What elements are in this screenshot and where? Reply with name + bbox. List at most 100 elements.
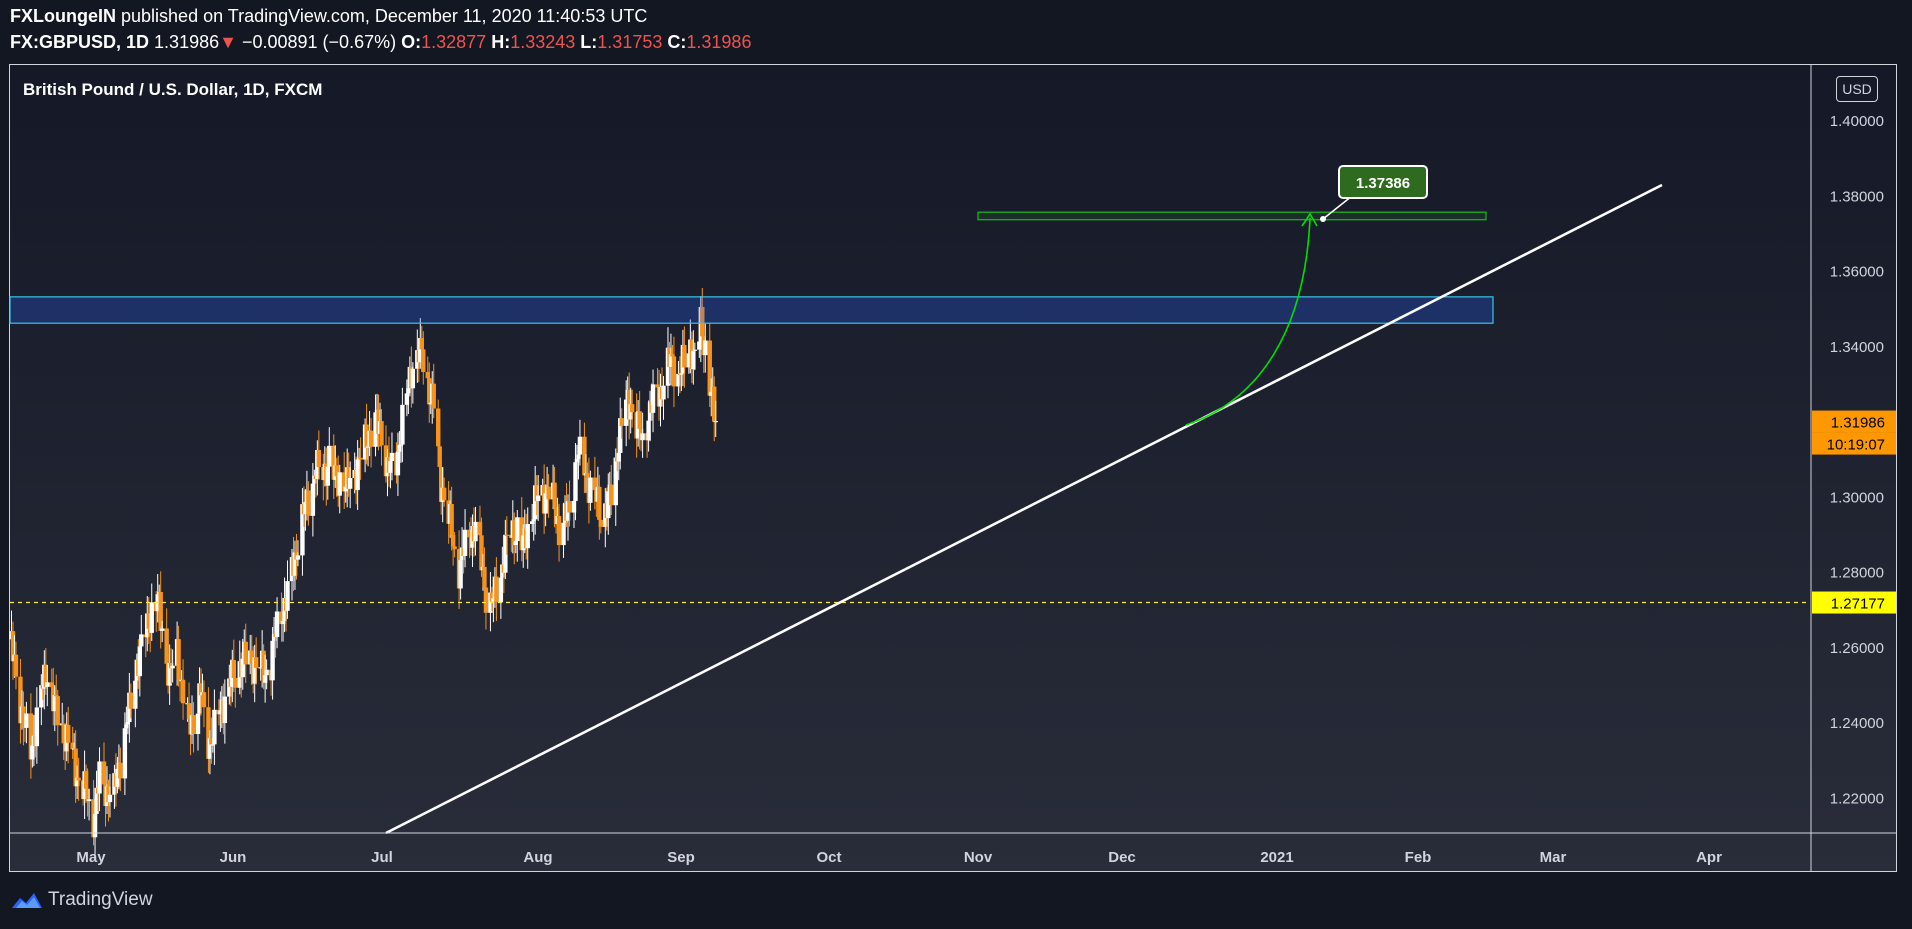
candle-body [92,813,98,838]
candle-body [404,393,410,405]
candle-body [661,385,666,400]
candle-body [646,420,651,441]
countdown-text: 10:19:07 [1827,437,1885,454]
resistance-zone[interactable] [9,296,1494,324]
y-tick-label: 1.30000 [1830,489,1884,506]
countdown-tag [1812,432,1896,455]
candle-body [616,452,621,462]
change-value: −0.00891 (−0.67%) [241,32,397,52]
candle-body [106,786,111,803]
brand-name: TradingView [48,889,153,910]
candle-body [327,445,332,467]
arrow-head-icon [1301,212,1318,227]
candle-body [271,634,277,641]
candle-body [713,421,718,423]
x-tick-label: Mar [1540,849,1567,866]
target-label-box[interactable] [1338,165,1428,199]
target-zone[interactable] [977,211,1487,221]
candle-body [489,592,495,602]
support-price-text: 1.27177 [1831,596,1885,613]
close-value: 1.31986 [686,32,752,52]
chart-title: British Pound / U.S. Dollar, 1D, FXCM [23,80,323,99]
x-tick-label: May [76,849,106,866]
candle-body [201,692,207,708]
candle-body [582,436,587,476]
low-label: L: [580,32,598,52]
candle-body [209,738,214,745]
candle-body [449,503,454,535]
candle-body [316,449,322,468]
candle-body [137,646,143,677]
candle-body [124,724,129,729]
candle-body [482,566,487,588]
candle-body [310,483,316,516]
candle-body [592,477,598,491]
candle-body [334,465,339,477]
candle-body [159,628,165,631]
candle-body [406,388,411,394]
candle-body [530,521,535,524]
candle-body [525,523,530,549]
x-tick-label: Sep [667,849,695,866]
candle-body [655,384,660,388]
candle-body [303,502,308,515]
candle-body [389,452,395,462]
x-tick-label: Oct [816,849,841,866]
candle-body [573,462,578,501]
candle-body [300,504,305,556]
current-price-tag [1812,410,1896,433]
x-tick-label: Jul [371,849,393,866]
candle-body [18,676,23,724]
candle-body [373,412,378,447]
y-tick-label: 1.36000 [1830,264,1884,281]
candle-body [115,768,120,787]
candle-body [467,529,472,538]
candle-body [39,685,44,708]
candle-body [441,487,447,501]
y-tick-label: 1.26000 [1830,640,1884,657]
candle-body [28,713,34,760]
candle-body [585,473,590,479]
ascending-trendline[interactable] [385,183,1663,835]
candle-body [534,485,539,502]
candle-body [222,696,228,724]
symbol-label: FX:GBPUSD, 1D [10,32,150,52]
candle-body [176,639,181,681]
candle-body [125,721,131,725]
candle-body [158,592,163,631]
candle-body [10,631,16,662]
candle-body [709,392,714,396]
candle-body [231,660,236,678]
callout-anchor [1320,216,1326,222]
candle-body [609,484,614,506]
candle-body [73,748,78,787]
candle-body [640,433,645,441]
candle-body [546,486,551,500]
candle-body [101,761,107,785]
candle-body [543,493,548,514]
candle-body [379,421,384,446]
candle-body [650,384,656,413]
candle-body [45,682,50,687]
candle-body [180,679,186,704]
candle-body [686,353,692,368]
close-label: C: [667,32,687,52]
candle-body [410,368,416,389]
tradingview-logo[interactable]: TradingView [10,889,153,911]
candle-body [712,386,717,422]
candle-body [43,664,49,687]
candle-body [483,587,489,613]
currency-button[interactable]: USD [1836,76,1878,102]
candle-body [76,777,81,781]
candle-body [168,663,174,669]
candle-body [552,482,557,507]
candle-body [512,520,517,545]
candle-body [343,486,348,492]
open-value: 1.32877 [421,32,487,52]
candle-body [331,445,336,480]
projection-curve[interactable] [1185,217,1311,426]
candle-body [249,650,254,665]
publisher-name[interactable]: FXLoungeIN [10,6,116,26]
candle-body [637,411,642,429]
